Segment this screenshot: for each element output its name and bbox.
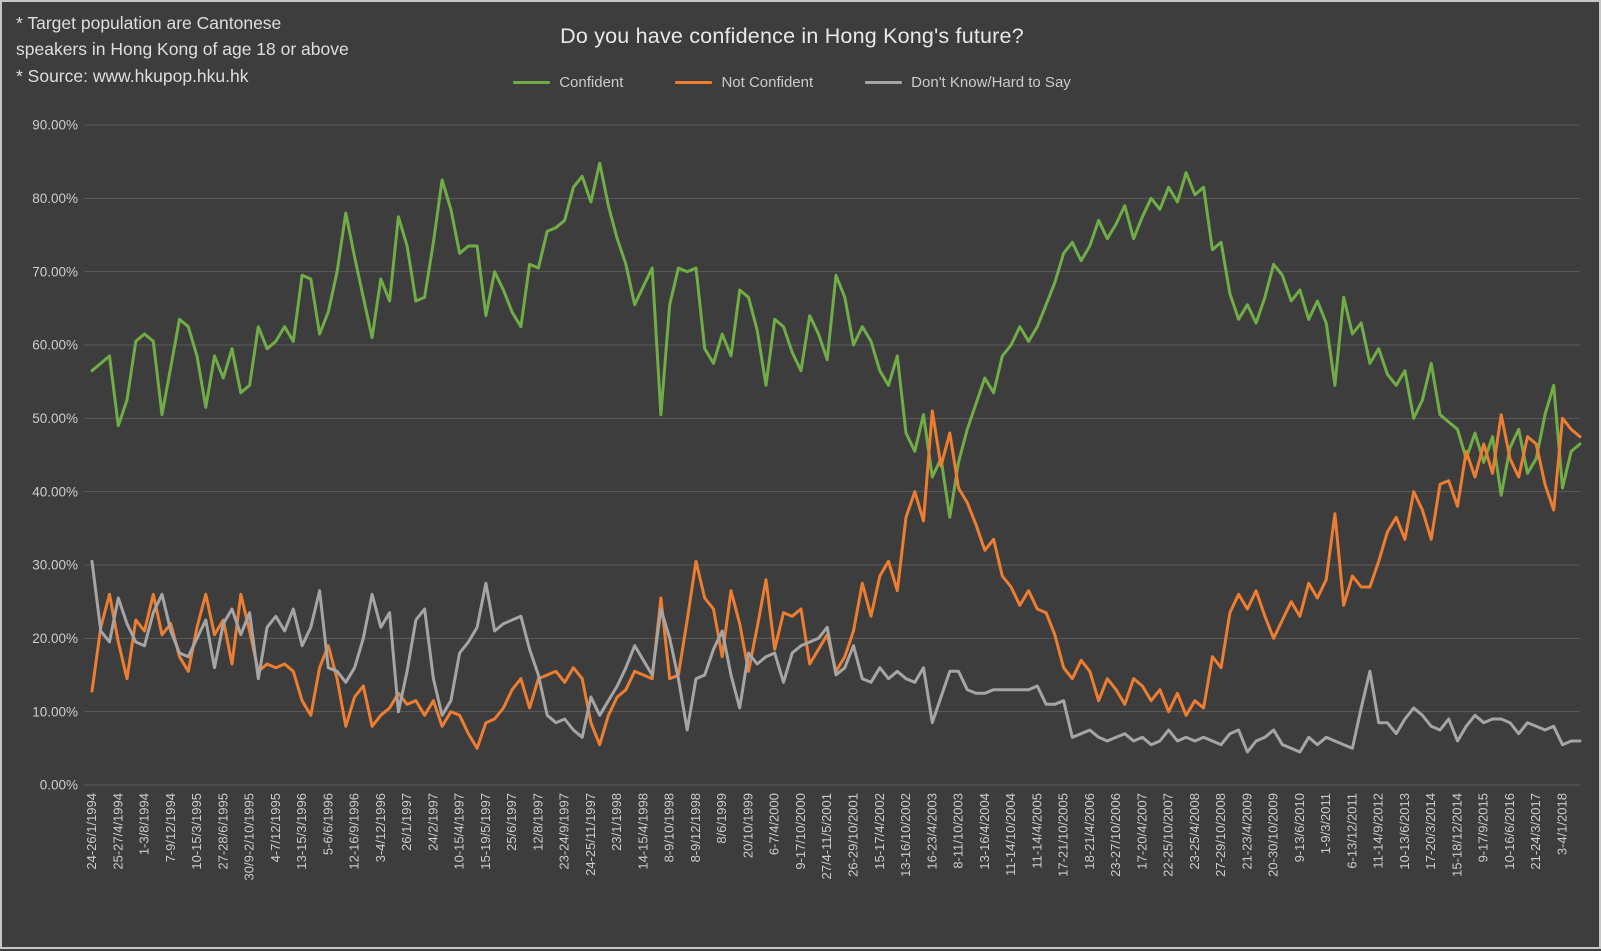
x-tick-label: 23-24/9/1997	[557, 793, 572, 870]
x-tick-label: 10-13/6/2013	[1397, 793, 1412, 870]
x-tick-label: 10-15/4/1997	[452, 793, 467, 870]
series-line-confident	[90, 161, 1582, 519]
x-tick-label: 21-23/4/2009	[1239, 793, 1254, 870]
x-tick-label: 23-27/10/2006	[1108, 793, 1123, 877]
y-tick-label: 30.00%	[32, 558, 78, 573]
x-tick-label: 11-14/10/2004	[1003, 793, 1018, 876]
x-tick-label: 24/2/1997	[425, 793, 440, 851]
footnote-line-3: * Source: www.hkupop.hku.hk	[16, 65, 249, 86]
x-tick-label: 9-17/10/2000	[793, 793, 808, 870]
x-tick-label: 11-14/9/2012	[1371, 793, 1386, 869]
x-tick-label: 10-16/6/2016	[1502, 793, 1517, 870]
legend-label: Don't Know/Hard to Say	[911, 74, 1071, 91]
x-tick-label: 15-17/4/2002	[872, 793, 887, 870]
legend-item-don-t-know-hard-to-say[interactable]: Don't Know/Hard to Say	[865, 74, 1071, 91]
x-tick-label: 27-28/6/1995	[215, 793, 230, 870]
y-tick-label: 0.00%	[40, 778, 78, 793]
x-tick-label: 9-17/9/2015	[1476, 793, 1491, 862]
x-tick-label: 20-30/10/2009	[1266, 793, 1281, 877]
y-tick-label: 50.00%	[32, 411, 78, 426]
x-tick-label: 17-20/3/2014	[1423, 793, 1438, 870]
legend-swatch-icon	[675, 81, 713, 84]
x-tick-label: 12-16/9/1996	[347, 793, 362, 870]
x-tick-label: 1-9/3/2011	[1318, 793, 1333, 854]
y-tick-label: 60.00%	[32, 338, 78, 353]
x-tick-label: 20/10/1999	[740, 793, 755, 858]
x-tick-label: 3-4/12/1996	[373, 793, 388, 862]
y-tick-label: 80.00%	[32, 191, 78, 206]
legend-item-confident[interactable]: Confident	[513, 74, 623, 91]
y-axis-labels: 0.00% 10.00% 20.00% 30.00% 40.00% 50.00% 60.00…	[32, 118, 78, 793]
x-tick-label: 23-25/4/2008	[1187, 793, 1202, 870]
legend-swatch-icon	[865, 81, 903, 84]
x-axis-labels: 24-26/1/1994 25-27/4/1994 1-3/8/1994 7-9/12…	[84, 793, 1569, 880]
x-tick-label: 16-23/4/2003	[924, 793, 939, 870]
x-tick-label: 24-26/1/1994	[84, 793, 99, 870]
x-tick-label: 6-13/12/2011	[1344, 793, 1359, 869]
x-tick-label: 17-21/10/2005	[1056, 793, 1071, 877]
x-tick-label: 30/9-2/10/1995	[242, 793, 257, 880]
x-tick-label: 11-14/4/2005	[1029, 793, 1044, 869]
legend-swatch-icon	[513, 81, 551, 84]
x-tick-label: 24-25/11/1997	[583, 793, 598, 876]
x-tick-label: 13-16/10/2002	[898, 793, 913, 877]
x-tick-label: 18-21/4/2006	[1082, 793, 1097, 870]
x-tick-label: 4-7/12/1995	[268, 793, 283, 862]
x-tick-label: 8-9/12/1998	[688, 793, 703, 862]
x-tick-label: 10-15/3/1995	[189, 793, 204, 870]
x-tick-label: 5-6/6/1996	[320, 793, 335, 855]
y-tick-label: 70.00%	[32, 264, 78, 279]
x-tick-label: 26/1/1997	[399, 793, 414, 851]
y-tick-label: 90.00%	[32, 118, 78, 133]
legend-label: Not Confident	[721, 74, 814, 91]
x-tick-label: 14-15/4/1998	[635, 793, 650, 870]
x-tick-label: 8-11/10/2003	[951, 793, 966, 869]
x-tick-label: 13-16/4/2004	[977, 793, 992, 870]
x-tick-label: 15-19/5/1997	[478, 793, 493, 870]
footnote-line-1: * Target population are Cantonese	[16, 13, 282, 33]
x-tick-label: 26-29/10/2001	[846, 793, 861, 877]
x-tick-label: 3-4/1/2018	[1554, 793, 1569, 855]
y-tick-label: 10.00%	[32, 704, 78, 719]
x-tick-label: 8/6/1999	[714, 793, 729, 844]
x-tick-label: 13-15/3/1996	[294, 793, 309, 870]
chart-title: Do you have confidence in Hong Kong's fu…	[560, 24, 1024, 48]
series-line-not-confident	[90, 409, 1582, 750]
footnote-line-2: speakers in Hong Kong of age 18 or above	[16, 39, 349, 60]
y-tick-label: 40.00%	[32, 484, 78, 499]
x-tick-label: 27/4-11/5/2001	[819, 793, 834, 880]
x-tick-label: 27-29/10/2008	[1213, 793, 1228, 877]
x-tick-label: 22-25/10/2007	[1161, 793, 1176, 877]
legend-label: Confident	[559, 74, 624, 91]
x-tick-label: 12/8/1997	[530, 793, 545, 851]
x-tick-label: 6-7/4/2000	[767, 793, 782, 855]
gridlines	[84, 124, 1580, 786]
legend-item-not-confident[interactable]: Not Confident	[675, 74, 813, 91]
x-tick-label: 15-18/12/2014	[1449, 793, 1464, 877]
x-tick-label: 7-9/12/1994	[163, 793, 178, 862]
y-tick-label: 20.00%	[32, 631, 78, 646]
x-tick-label: 8-9/10/1998	[662, 793, 677, 862]
chart-footnote: * Target population are Cantonese speake…	[16, 10, 436, 89]
x-tick-label: 17-20/4/2007	[1134, 793, 1149, 870]
x-tick-label: 9-13/6/2010	[1292, 793, 1307, 862]
x-tick-label: 25-27/4/1994	[110, 793, 125, 870]
x-tick-label: 23/1/1998	[609, 793, 624, 851]
series-line-don-t-know-hard-to-say	[90, 559, 1582, 754]
x-tick-label: 25/6/1997	[504, 793, 519, 851]
x-tick-label: 1-3/8/1994	[137, 793, 152, 855]
x-tick-label: 21-24/3/2017	[1528, 793, 1543, 870]
chart-legend: Confident Not Confident Don't Know/Hard to…	[382, 74, 1202, 91]
